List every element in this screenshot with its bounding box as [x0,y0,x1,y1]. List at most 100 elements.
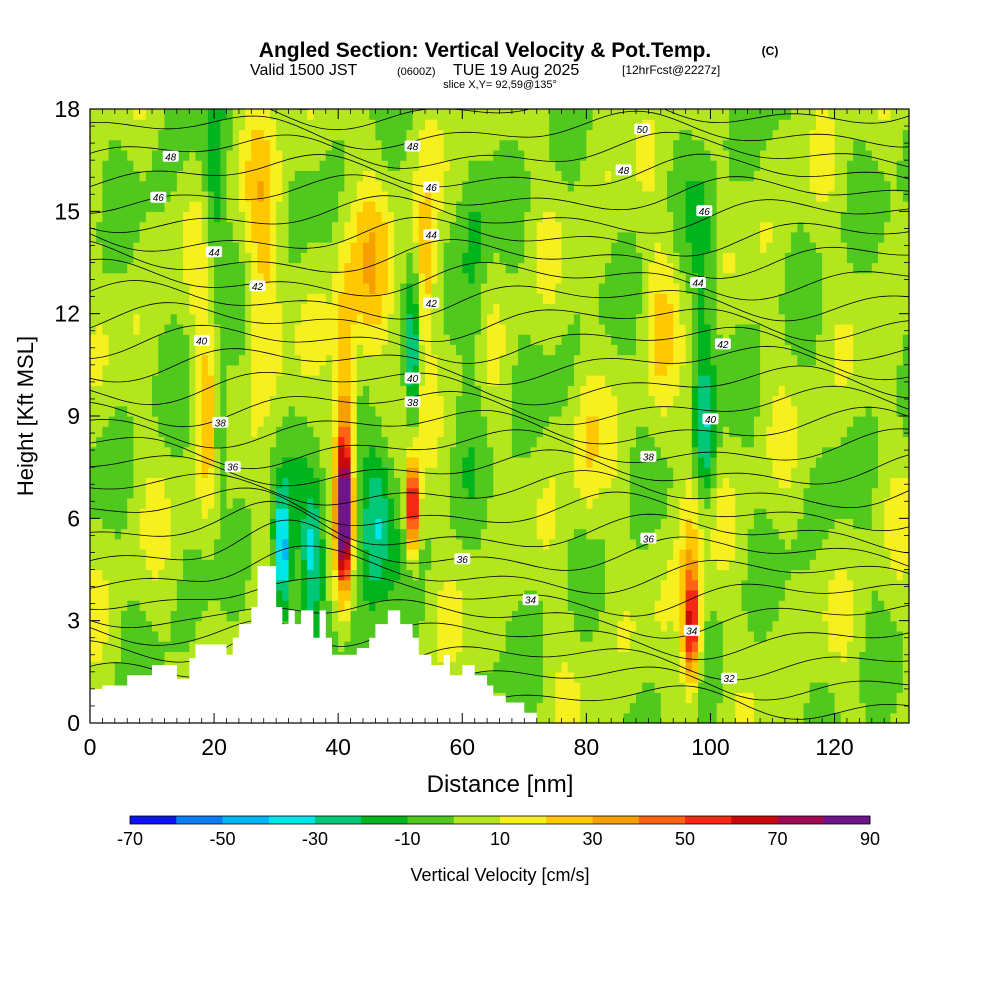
velocity-cell [580,129,587,141]
velocity-cell [220,323,228,335]
velocity-cell [232,242,240,253]
velocity-cell [331,641,339,652]
velocity-cell [263,344,271,356]
velocity-cell [598,170,606,182]
velocity-cell [300,323,308,335]
velocity-cell [170,385,178,397]
velocity-cell [257,221,265,233]
velocity-cell [102,630,110,642]
velocity-cell [505,426,513,438]
velocity-cell [195,477,203,489]
velocity-cell [425,569,432,581]
velocity-cell [363,354,370,366]
velocity-cell [542,497,550,509]
velocity-cell [524,456,532,468]
velocity-cell [189,487,197,499]
velocity-cell [536,334,544,345]
velocity-cell [443,293,451,305]
velocity-cell [524,579,532,591]
velocity-cell [152,569,159,581]
velocity-cell [338,610,345,622]
velocity-cell [207,262,215,274]
velocity-cell [425,508,432,519]
velocity-cell [96,508,103,519]
velocity-cell [269,201,277,212]
velocity-cell [586,436,594,448]
velocity-cell [511,467,519,478]
velocity-cell [257,549,265,560]
velocity-cell [238,211,246,223]
velocity-cell [592,610,600,622]
velocity-cell [536,139,544,151]
velocity-cell [499,651,507,663]
velocity-cell [456,354,463,366]
velocity-cell [338,477,345,489]
velocity-cell [542,641,550,652]
velocity-cell [90,600,97,612]
velocity-cell [394,579,401,591]
velocity-cell [331,446,339,458]
velocity-cell [300,231,308,243]
velocity-cell [201,313,209,325]
velocity-cell [350,630,358,642]
velocity-cell [493,518,501,530]
velocity-cell [158,467,166,478]
velocity-cell [251,344,259,356]
velocity-cell [121,671,128,683]
velocity-cell [586,313,594,325]
velocity-cell [468,170,476,182]
velocity-cell [294,405,302,417]
velocity-cell [183,129,190,141]
velocity-cell [176,579,184,591]
velocity-cell [474,487,482,499]
velocity-cell [133,180,141,192]
velocity-cell [90,538,97,550]
velocity-cell [567,416,575,427]
velocity-cell [238,579,246,591]
velocity-cell [437,549,445,560]
velocity-cell [592,600,600,612]
velocity-cell [325,620,333,632]
velocity-cell [381,109,389,120]
velocity-cell [127,538,135,550]
velocity-cell [288,354,296,366]
velocity-cell [152,354,159,366]
velocity-cell [536,538,544,550]
velocity-cell [158,497,166,509]
velocity-cell [549,119,556,131]
velocity-cell [567,221,575,233]
velocity-cell [338,579,345,591]
velocity-cell [425,589,432,601]
velocity-cell [549,364,556,376]
velocity-cell [121,252,128,264]
velocity-cell [480,139,488,151]
velocity-cell [561,416,569,427]
velocity-cell [350,242,358,253]
velocity-cell [375,149,383,161]
velocity-cell [170,436,178,448]
velocity-cell [263,334,271,345]
velocity-cell [201,579,209,591]
velocity-cell [524,661,532,673]
velocity-cell [586,712,594,723]
velocity-cell [139,272,147,284]
velocity-cell [418,559,426,571]
velocity-cell [573,610,581,622]
velocity-cell [505,385,513,397]
velocity-cell [145,149,153,161]
velocity-cell [183,487,190,499]
velocity-cell [102,303,110,315]
velocity-cell [238,313,246,325]
velocity-cell [561,272,569,284]
velocity-cell [530,303,538,315]
velocity-cell [400,610,408,622]
velocity-cell [176,139,184,151]
velocity-cell [586,170,594,182]
velocity-cell [437,221,445,233]
velocity-cell [276,426,283,438]
velocity-cell [487,416,494,427]
velocity-cell [176,630,184,642]
velocity-cell [220,446,228,458]
velocity-cell [257,375,265,386]
velocity-cell [108,579,116,591]
